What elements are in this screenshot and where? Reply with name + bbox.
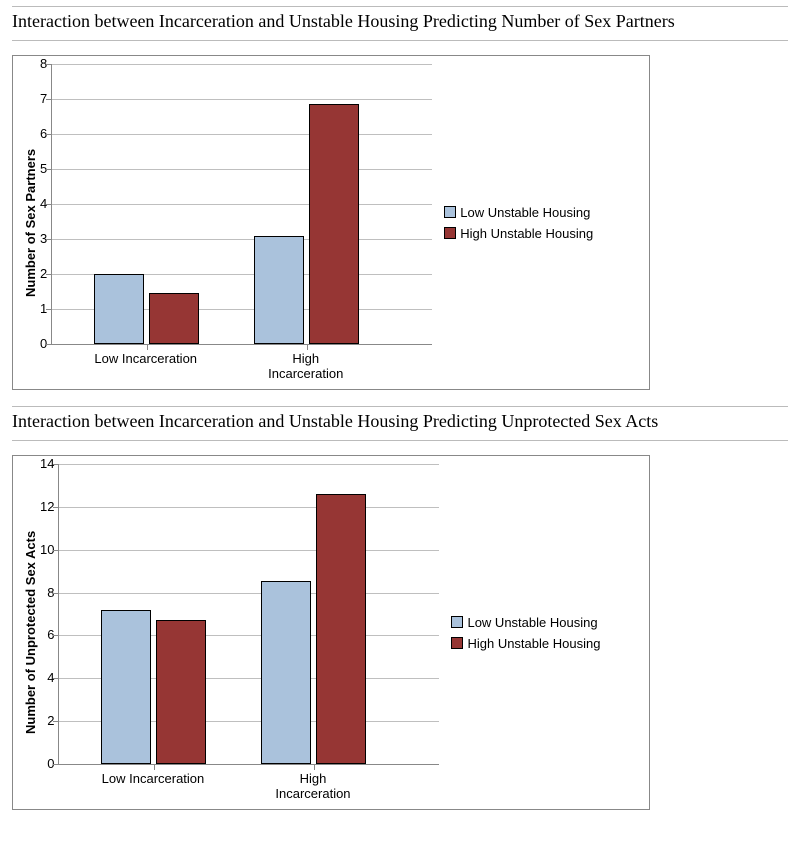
chart1-gridline bbox=[52, 239, 432, 240]
chart2-bar bbox=[156, 620, 206, 764]
chart2-ytick bbox=[53, 550, 59, 551]
chart1-bar bbox=[254, 236, 304, 345]
chart2-bar bbox=[261, 581, 311, 764]
chart1-ytick bbox=[46, 274, 52, 275]
chart1-bar bbox=[149, 293, 199, 344]
chart1-legend-swatch bbox=[444, 206, 456, 218]
chart2-plot bbox=[58, 464, 439, 765]
chart2-frame: Number of Unprotected Sex Acts 141210864… bbox=[12, 455, 650, 810]
chart2-ytick bbox=[53, 764, 59, 765]
chart1-gridline bbox=[52, 134, 432, 135]
chart2-legend: Low Unstable Housing High Unstable Housin… bbox=[451, 609, 600, 657]
chart1-ytick bbox=[46, 309, 52, 310]
chart2-legend-label: Low Unstable Housing bbox=[467, 615, 597, 630]
chart2-ytick bbox=[53, 507, 59, 508]
chart2-legend-item: High Unstable Housing bbox=[451, 636, 600, 651]
chart1-ytick bbox=[46, 344, 52, 345]
chart1-section: Interaction between Incarceration and Un… bbox=[0, 0, 800, 400]
chart1-legend-item: Low Unstable Housing bbox=[444, 205, 593, 220]
chart1-ytick bbox=[46, 169, 52, 170]
chart1-ytick bbox=[46, 239, 52, 240]
chart1-plot bbox=[51, 64, 432, 345]
chart2-ytick bbox=[53, 721, 59, 722]
chart2-yaxis: 14121086420 bbox=[40, 464, 58, 764]
chart2-plot-wrap: Number of Unprotected Sex Acts 141210864… bbox=[21, 464, 439, 801]
chart1-bar bbox=[94, 274, 144, 344]
chart1-xtick bbox=[307, 344, 308, 350]
chart1-frame: Number of Sex Partners 876543210 Low Inc… bbox=[12, 55, 650, 390]
chart2-ylabel: Number of Unprotected Sex Acts bbox=[21, 464, 40, 801]
chart2-gridline bbox=[59, 593, 439, 594]
chart1-xtick bbox=[147, 344, 148, 350]
chart1-ylabel: Number of Sex Partners bbox=[21, 64, 40, 381]
chart1-xlabel: High Incarceration bbox=[253, 351, 358, 381]
chart1-legend: Low Unstable Housing High Unstable Housin… bbox=[444, 199, 593, 247]
chart1-legend-item: High Unstable Housing bbox=[444, 226, 593, 241]
chart1-legend-label: High Unstable Housing bbox=[460, 226, 593, 241]
chart1-ytick bbox=[46, 64, 52, 65]
chart1-title: Interaction between Incarceration and Un… bbox=[12, 6, 788, 41]
chart2-legend-item: Low Unstable Housing bbox=[451, 615, 600, 630]
chart2-bar bbox=[101, 610, 151, 764]
chart2-section: Interaction between Incarceration and Un… bbox=[0, 400, 800, 820]
chart2-ytick bbox=[53, 635, 59, 636]
chart1-legend-swatch bbox=[444, 227, 456, 239]
chart2-ytick bbox=[53, 678, 59, 679]
chart1-ytick bbox=[46, 204, 52, 205]
chart2-legend-swatch bbox=[451, 637, 463, 649]
chart2-xlabels: Low Incarceration High Incarceration bbox=[58, 771, 438, 801]
chart2-ytick bbox=[53, 593, 59, 594]
chart1-plot-wrap: Number of Sex Partners 876543210 Low Inc… bbox=[21, 64, 432, 381]
chart1-legend-label: Low Unstable Housing bbox=[460, 205, 590, 220]
chart1-gridline bbox=[52, 169, 432, 170]
chart2-xlabel: Low Incarceration bbox=[100, 771, 205, 801]
chart1-gridline bbox=[52, 64, 432, 65]
chart2-gridline bbox=[59, 464, 439, 465]
chart2-legend-label: High Unstable Housing bbox=[467, 636, 600, 651]
chart1-xlabels: Low Incarceration High Incarceration bbox=[51, 351, 431, 381]
chart1-xlabel: Low Incarceration bbox=[93, 351, 198, 381]
chart2-xtick bbox=[154, 764, 155, 770]
chart2-gridline bbox=[59, 507, 439, 508]
chart2-bar bbox=[316, 494, 366, 764]
chart1-bar bbox=[309, 104, 359, 344]
chart2-gridline bbox=[59, 550, 439, 551]
chart1-ytick bbox=[46, 134, 52, 135]
chart2-legend-swatch bbox=[451, 616, 463, 628]
chart1-gridline bbox=[52, 99, 432, 100]
chart2-title: Interaction between Incarceration and Un… bbox=[12, 406, 788, 441]
chart1-ytick bbox=[46, 99, 52, 100]
chart2-xtick bbox=[314, 764, 315, 770]
chart1-gridline bbox=[52, 204, 432, 205]
chart2-ytick bbox=[53, 464, 59, 465]
chart2-xlabel: High Incarceration bbox=[260, 771, 365, 801]
